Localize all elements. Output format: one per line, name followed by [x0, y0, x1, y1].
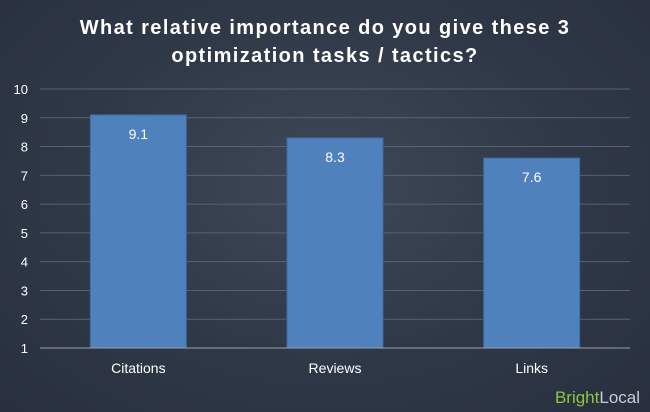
bars: 9.1 8.3 7.6	[89, 114, 581, 349]
y-tick-label: 9	[21, 111, 28, 126]
y-tick-label: 8	[21, 140, 28, 155]
y-tick-label: 3	[21, 283, 28, 298]
bar-reviews	[286, 137, 384, 349]
bar-citations	[89, 114, 187, 349]
data-label: 8.3	[325, 149, 345, 165]
y-tick-label: 7	[21, 168, 28, 183]
data-label: 7.6	[522, 169, 542, 185]
bar-links	[483, 157, 581, 349]
chart-title-line-1: What relative importance do you give the…	[79, 17, 571, 39]
y-tick-label: 6	[21, 197, 28, 212]
brand-part-1: Bright	[554, 388, 600, 407]
x-tick-label: Citations	[111, 360, 165, 376]
x-tick-label: Links	[515, 360, 548, 376]
x-tick-label: Reviews	[309, 360, 362, 376]
chart-title: What relative importance do you give the…	[0, 14, 650, 70]
y-tick-label: 1	[21, 341, 28, 356]
brand-part-2: Local	[599, 388, 640, 407]
brightlocal-logo: BrightLocal	[555, 388, 640, 408]
y-tick-label: 4	[21, 255, 28, 270]
y-tick-label: 10	[14, 82, 28, 97]
axes: 1 2 3 4 5 6 7 8 9 10 Citations Reviews Links	[14, 82, 630, 376]
y-tick-label: 5	[21, 226, 28, 241]
data-label: 9.1	[129, 126, 149, 142]
chart-title-line-2: optimization tasks / tactics?	[171, 45, 479, 67]
y-tick-label: 2	[21, 312, 28, 327]
